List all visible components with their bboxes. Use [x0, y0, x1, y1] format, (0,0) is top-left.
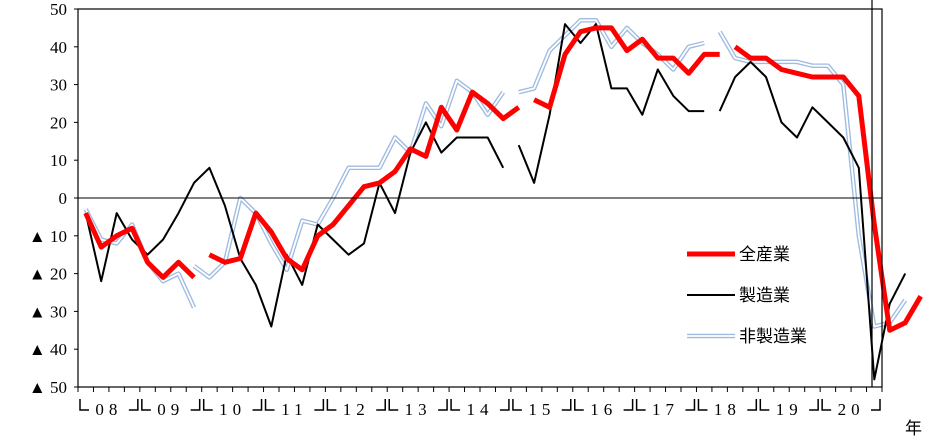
x-year-label: 20 — [821, 399, 881, 419]
x-tick-label: 09 — [157, 400, 184, 419]
y-tick-label: ▲ 20 — [29, 265, 67, 284]
y-tick-label: ▲ 40 — [29, 340, 67, 359]
x-year-label: 09 — [141, 399, 201, 419]
x-tick-label: 16 — [590, 400, 617, 419]
series-segment — [192, 78, 506, 280]
series-segment — [84, 121, 505, 328]
x-tick-label: 17 — [652, 400, 679, 419]
legend-item: 全産業 — [687, 245, 790, 265]
x-axis-labels: 08 09 10 11 12 13 14 15 16 17 18 19 20 — [79, 399, 881, 419]
series-segment — [532, 25, 720, 110]
x-tick-label: 13 — [405, 400, 432, 419]
x-year-label: 12 — [326, 399, 386, 419]
x-tick-label: 15 — [528, 400, 555, 419]
x-year-label: 11 — [264, 399, 325, 419]
x-tick-label: 10 — [219, 400, 246, 419]
legend-label: 製造業 — [739, 286, 790, 306]
y-tick-label: 30 — [50, 76, 67, 95]
y-axis-ticks: 50 40 30 20 10 0 ▲ 10 ▲ 20 ▲ 30 ▲ 40 ▲ 50 — [29, 0, 67, 397]
y-tick-label: ▲ 50 — [29, 378, 67, 397]
series-segment — [733, 44, 923, 333]
x-axis-unit: 年 — [905, 419, 922, 439]
y-tick-label: ▲ 10 — [29, 227, 67, 246]
x-year-label: 16 — [574, 399, 634, 419]
y-tick-label: 10 — [50, 151, 67, 170]
legend-item: 非製造業 — [687, 327, 807, 347]
y-tick-label: 0 — [59, 189, 68, 208]
series-segment — [193, 79, 504, 279]
y-tick-label: 20 — [50, 113, 67, 132]
x-tick-label: 19 — [776, 400, 803, 419]
x-year-label: 14 — [450, 399, 510, 419]
series-segment — [208, 89, 521, 273]
series-segment — [84, 208, 195, 308]
x-year-label: 10 — [202, 399, 263, 419]
x-tick-label: 11 — [281, 400, 307, 419]
y-tick-label: ▲ 30 — [29, 302, 67, 321]
y-tick-label: 40 — [50, 38, 67, 57]
axes — [74, 0, 883, 392]
series-line — [83, 18, 908, 329]
x-tick-label: 14 — [467, 400, 494, 419]
series-segment — [718, 60, 907, 381]
series-line — [83, 25, 923, 333]
series-segment — [518, 19, 705, 94]
x-tick-label: 08 — [95, 400, 122, 419]
x-tick-label: 18 — [714, 400, 741, 419]
series-segment — [83, 208, 197, 309]
x-year-label: 08 — [79, 399, 139, 419]
x-year-label: 19 — [759, 399, 819, 419]
series-segment — [83, 212, 196, 280]
x-year-label: 17 — [635, 399, 696, 419]
x-year-label: 13 — [388, 399, 448, 419]
series-layer — [83, 18, 923, 381]
x-tick-label: 12 — [343, 400, 370, 419]
legend-item: 製造業 — [687, 286, 790, 306]
y-tick-label: 50 — [50, 0, 67, 19]
legend-label: 非製造業 — [739, 327, 807, 347]
x-year-label: 18 — [697, 399, 758, 419]
legend-label: 全産業 — [739, 245, 790, 265]
x-tick-label: 20 — [838, 400, 865, 419]
x-year-label: 15 — [512, 399, 572, 419]
series-segment — [517, 23, 705, 184]
